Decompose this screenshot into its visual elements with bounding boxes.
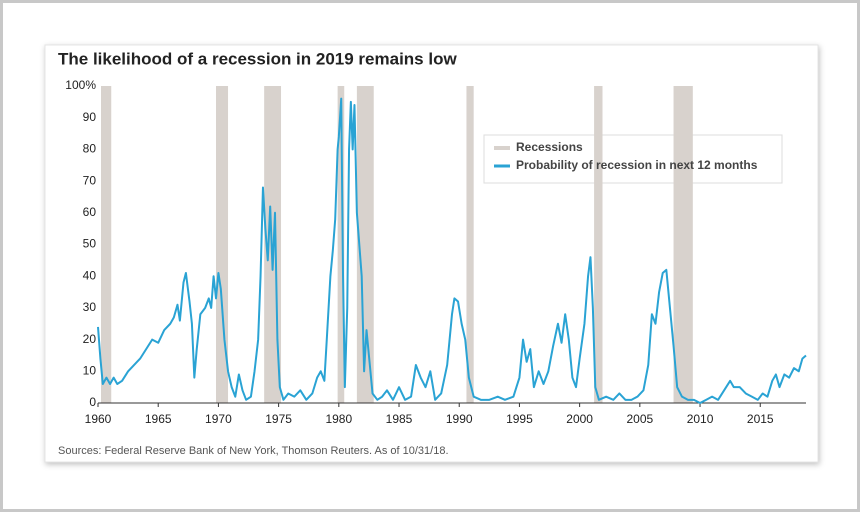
x-tick-label: 1975 bbox=[265, 412, 292, 426]
card bbox=[44, 44, 819, 463]
x-tick-label: 2005 bbox=[626, 412, 653, 426]
y-tick-label: 20 bbox=[83, 332, 97, 346]
legend bbox=[483, 134, 783, 184]
y-tick-label: 40 bbox=[83, 268, 97, 282]
y-tick-label: 30 bbox=[83, 300, 97, 314]
source-note: Sources: Federal Reserve Bank of New Yor… bbox=[58, 445, 449, 457]
x-tick-label: 2010 bbox=[687, 412, 714, 426]
series-line bbox=[97, 97, 807, 404]
x-tick-label: 1970 bbox=[205, 412, 232, 426]
y-tick-label: 0 bbox=[89, 395, 96, 409]
x-tick-label: 2015 bbox=[747, 412, 774, 426]
recession-band bbox=[356, 86, 374, 403]
x-tick-label: 1985 bbox=[386, 412, 413, 426]
recession-band bbox=[594, 86, 603, 403]
y-tick-label: 80 bbox=[83, 142, 97, 156]
x-tick-label: 2000 bbox=[566, 412, 593, 426]
x-tick-label: 1995 bbox=[506, 412, 533, 426]
legend-swatch bbox=[494, 146, 510, 150]
y-tick-label: 100% bbox=[65, 78, 96, 92]
x-tick-label: 1965 bbox=[145, 412, 172, 426]
recession-band bbox=[216, 86, 229, 403]
legend-label: Recessions bbox=[516, 140, 583, 154]
y-tick-label: 50 bbox=[83, 237, 97, 251]
chart-title: The likelihood of a recession in 2019 re… bbox=[58, 49, 457, 68]
x-tick-label: 1960 bbox=[85, 412, 112, 426]
recession-band bbox=[101, 86, 112, 403]
y-tick-label: 70 bbox=[83, 173, 97, 187]
y-tick-label: 10 bbox=[83, 363, 97, 377]
legend-label: Probability of recession in next 12 mont… bbox=[516, 158, 758, 172]
x-tick-label: 1990 bbox=[446, 412, 473, 426]
recession-band bbox=[466, 86, 474, 403]
y-tick-label: 90 bbox=[83, 110, 97, 124]
recession-band bbox=[337, 86, 345, 403]
recession-band bbox=[673, 86, 693, 403]
y-tick-label: 60 bbox=[83, 205, 97, 219]
x-tick-label: 1980 bbox=[325, 412, 352, 426]
